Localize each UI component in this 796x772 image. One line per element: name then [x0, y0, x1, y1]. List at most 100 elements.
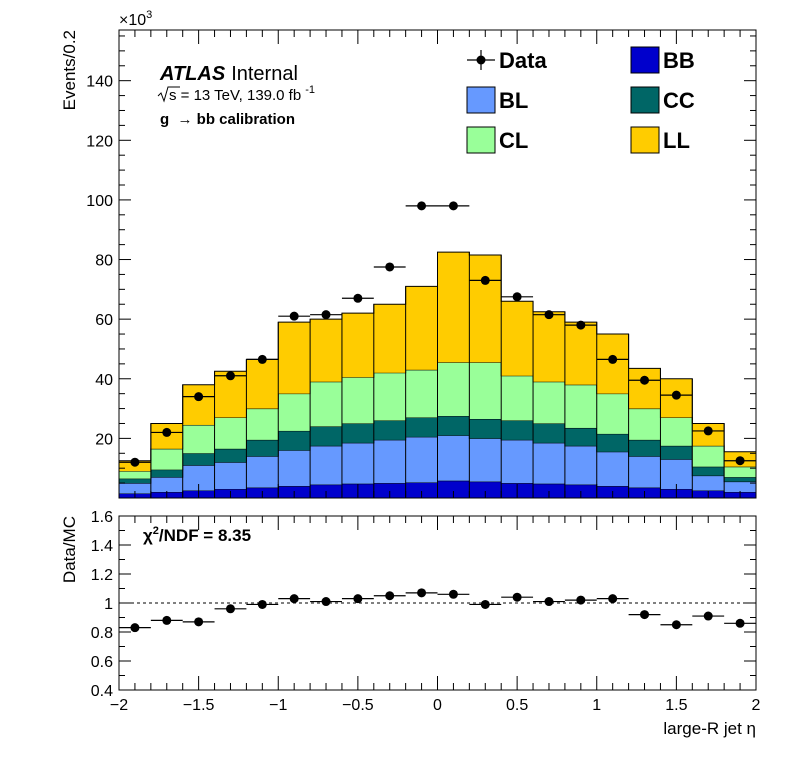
sqrt-symbol — [157, 86, 180, 103]
bar-bl — [341, 442, 374, 484]
bar-cl — [246, 408, 279, 440]
bar-bl — [150, 477, 183, 493]
bar-cc — [119, 478, 151, 484]
ratio-point — [119, 623, 151, 633]
bar-ll — [437, 252, 470, 363]
y-tick-label: 120 — [86, 133, 113, 150]
legend-entry-ll: LL — [630, 126, 690, 154]
bar-cc — [214, 448, 247, 463]
x-tick-label: 0 — [433, 697, 442, 714]
bar-ll — [341, 313, 374, 378]
bar-cc — [310, 426, 342, 446]
y-multiplier: ×103 — [119, 9, 152, 29]
bar-cl — [564, 384, 597, 428]
legend-label: LL — [663, 128, 690, 153]
bar-cl — [310, 381, 342, 427]
ratio-point — [596, 594, 629, 604]
legend-label: BL — [499, 88, 528, 113]
data-point — [214, 371, 247, 381]
bar-bb — [469, 481, 502, 498]
ratio-point — [214, 604, 247, 614]
data-point — [564, 320, 597, 330]
ratio-point — [724, 618, 756, 628]
data-point — [469, 275, 502, 285]
bar-bl — [628, 456, 661, 488]
data-point — [596, 354, 629, 364]
data-point — [405, 201, 438, 211]
legend-entry-bb: BB — [630, 46, 695, 74]
x-axis-title: large-R jet η — [663, 719, 756, 738]
y-tick-label: 100 — [86, 193, 113, 210]
data-point — [310, 310, 342, 320]
stack-cc — [119, 415, 756, 484]
ratio-y-axis-title: Data/MC — [60, 516, 79, 583]
ratio-y-tick-label: 1 — [104, 596, 113, 613]
bar-cc — [692, 466, 725, 476]
bar-cl — [628, 408, 661, 440]
bar-bl — [501, 439, 534, 484]
bar-cc — [628, 439, 661, 457]
stack-bl — [119, 434, 756, 494]
bar-ll — [469, 255, 502, 363]
ratio-point — [182, 617, 215, 627]
svg-text:s = 13 TeV, 139.0 fb-1: s = 13 TeV, 139.0 fb -1 — [169, 84, 315, 104]
bar-cc — [182, 453, 215, 466]
bar-bl — [596, 451, 629, 487]
ratio-point — [341, 594, 374, 604]
bar-cc — [564, 427, 597, 446]
x-tick-label: −1.5 — [183, 697, 215, 714]
bar-bl — [564, 445, 597, 485]
bar-ll — [501, 301, 534, 376]
bar-bl — [533, 442, 565, 484]
data-point — [437, 201, 470, 211]
ratio-y-tick-label: 0.6 — [91, 654, 113, 671]
chi2-annotation: χ2/NDF = 8.35 — [143, 525, 251, 545]
bar-bl — [373, 439, 406, 484]
ratio-y-tick-label: 0.4 — [91, 683, 113, 700]
bar-bl — [119, 483, 151, 494]
bar-cc — [660, 445, 693, 460]
ratio-point — [437, 589, 470, 599]
bar-ll — [246, 359, 279, 409]
ratio-point — [501, 592, 534, 602]
x-tick-label: 0.5 — [506, 697, 528, 714]
bar-bl — [310, 445, 342, 485]
atlas-label: ATLAS Internal — [159, 63, 298, 85]
legend-label: CC — [663, 88, 695, 113]
bar-cl — [214, 417, 247, 449]
bar-cc — [724, 477, 756, 482]
bar-ll — [533, 311, 565, 382]
bar-cc — [150, 469, 183, 478]
bar-cc — [405, 417, 438, 437]
bar-cc — [469, 419, 502, 439]
x-tick-label: −2 — [110, 697, 128, 714]
bar-ll — [182, 384, 215, 425]
data-point — [182, 392, 215, 402]
ratio-point — [692, 611, 725, 621]
legend-entry-bl: BL — [466, 86, 528, 114]
ratio-point — [405, 588, 438, 598]
bar-cc — [533, 423, 565, 443]
bar-cc — [341, 423, 374, 443]
y-tick-label: 20 — [95, 431, 113, 448]
ratio-point — [310, 597, 342, 607]
y-tick-label: 60 — [95, 312, 113, 329]
bar-bb — [405, 482, 438, 498]
legend-entry-cc: CC — [630, 86, 695, 114]
stack-cl — [119, 361, 756, 479]
bar-bl — [278, 450, 311, 487]
x-tick-label: 1.5 — [665, 697, 687, 714]
y-tick-label: 140 — [86, 74, 113, 91]
data-point — [278, 311, 311, 321]
ratio-point — [278, 594, 311, 604]
x-tick-label: −1 — [269, 697, 287, 714]
ratio-y-tick-label: 1.4 — [91, 538, 113, 555]
bar-bl — [214, 462, 247, 490]
bar-bl — [437, 435, 470, 481]
bar-cc — [501, 420, 534, 440]
data-point — [119, 457, 151, 467]
ratio-point — [373, 591, 406, 601]
legend: Data BB BL CC CL LL — [466, 46, 695, 154]
ratio-point — [150, 615, 183, 625]
ratio-point — [628, 610, 661, 620]
